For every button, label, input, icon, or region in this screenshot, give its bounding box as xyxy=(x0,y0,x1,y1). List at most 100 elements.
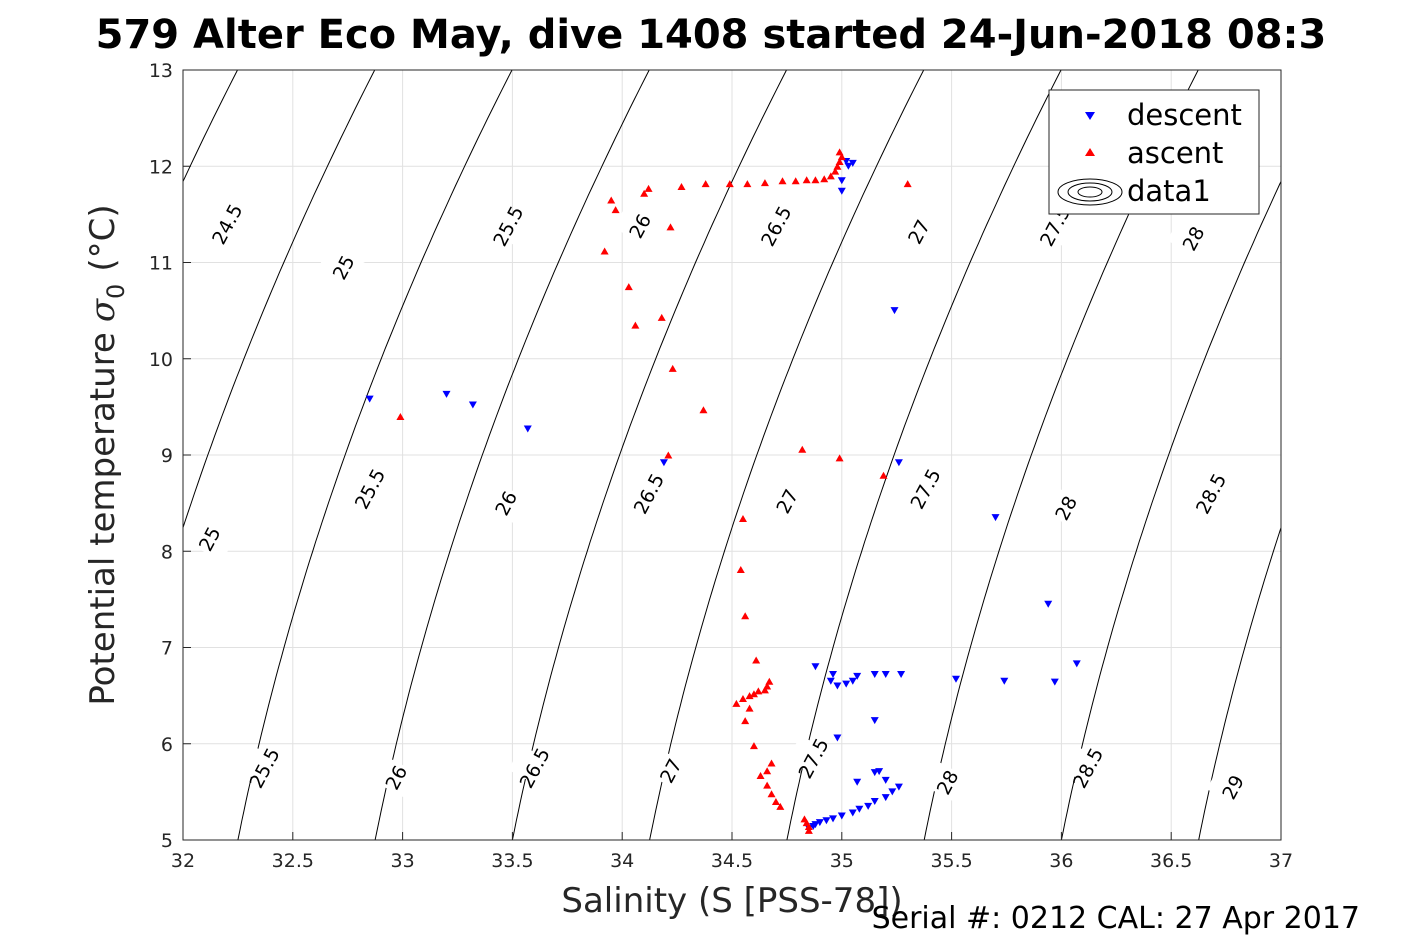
data-points xyxy=(365,148,1081,834)
ascent-point xyxy=(903,180,912,188)
descent-point xyxy=(833,682,842,690)
ascent-point xyxy=(763,767,772,775)
contour-label-background xyxy=(1039,485,1092,531)
descent-point xyxy=(870,670,879,678)
density-contour-line xyxy=(511,70,787,840)
descent-point xyxy=(888,788,897,796)
descent-point xyxy=(951,675,960,683)
ascent-point xyxy=(763,781,772,789)
x-axis-ticks: 32 32.5 33 33.5 34 34.5 35 35.5 36 36.5 37 xyxy=(171,832,1293,872)
descent-point xyxy=(811,663,820,671)
contour-label-background xyxy=(1184,470,1237,517)
ascent-point xyxy=(791,177,800,185)
ascent-point xyxy=(804,823,813,831)
y-axis-ticks: 5 6 7 8 9 10 11 12 13 xyxy=(149,60,191,852)
y-axis-label-main: Potential temperature xyxy=(83,332,123,705)
ascent-point xyxy=(767,759,776,767)
legend-box xyxy=(1048,89,1260,215)
ascent-point xyxy=(831,167,840,175)
ascent-point xyxy=(640,189,649,197)
x-tick-label: 34 xyxy=(610,850,634,872)
ascent-point xyxy=(835,454,844,462)
contour-label-background xyxy=(317,244,370,291)
footer-serial: Serial #: 0212 CAL: 27 Apr 2017 xyxy=(872,901,1360,936)
ascent-point xyxy=(835,148,844,156)
ascent-point xyxy=(767,790,776,798)
x-tick-label: 36.5 xyxy=(1150,850,1192,872)
descent-point xyxy=(855,805,864,813)
x-tick-label: 35.5 xyxy=(930,850,972,872)
ascent-point xyxy=(668,364,677,372)
y-tick-label: 8 xyxy=(161,541,173,563)
descent-point xyxy=(890,307,899,315)
ascent-point xyxy=(820,175,829,183)
descent-point xyxy=(826,677,835,685)
x-tick-label: 36 xyxy=(1049,850,1073,872)
x-tick-label: 34.5 xyxy=(711,850,753,872)
ascent-point xyxy=(804,826,813,834)
y-tick-label: 6 xyxy=(161,734,173,756)
descent-point xyxy=(848,159,857,167)
y-tick-label: 5 xyxy=(161,830,173,852)
legend-ascent-label: ascent xyxy=(1127,136,1223,170)
ascent-point xyxy=(600,247,609,255)
contour-label-background xyxy=(613,203,666,249)
descent-point xyxy=(659,459,668,467)
contour-label-background xyxy=(183,516,236,562)
descent-point xyxy=(837,812,846,820)
descent-point xyxy=(837,187,846,195)
ascent-point xyxy=(741,612,750,620)
contour-label-background xyxy=(343,465,396,512)
contour-label-background xyxy=(921,759,974,805)
descent-point xyxy=(815,819,824,827)
ascent-point xyxy=(833,162,842,170)
descent-point xyxy=(864,802,873,810)
descent-point xyxy=(894,459,903,467)
ascent-point xyxy=(725,180,734,188)
chart-title: 579 Alter Eco May, dive 1408 started 24-… xyxy=(96,12,1327,58)
legend-descent-marker xyxy=(1085,112,1095,120)
ascent-point xyxy=(607,196,616,204)
contour-label-background xyxy=(787,735,840,781)
contour-label-background xyxy=(760,478,813,524)
ascent-point xyxy=(631,321,640,329)
ascent-point xyxy=(811,176,820,184)
legend-descent-label: descent xyxy=(1127,98,1242,132)
descent-point xyxy=(809,823,818,831)
legend-ascent-marker xyxy=(1085,148,1095,156)
descent-point xyxy=(853,778,862,786)
descent-point xyxy=(870,769,879,777)
y-axis-label: Potential temperature σ0 (°C) xyxy=(83,204,130,705)
contour-label-background xyxy=(644,748,697,794)
ascent-point xyxy=(396,413,405,420)
y-tick-label: 12 xyxy=(149,156,173,178)
y-tick-label: 9 xyxy=(161,445,173,467)
y-tick-label: 11 xyxy=(149,253,173,275)
descent-point xyxy=(1000,677,1009,685)
descent-point xyxy=(1072,660,1081,668)
contour-label-background xyxy=(622,470,675,517)
density-contour-line xyxy=(183,70,376,530)
descent-point xyxy=(991,514,1000,522)
ascent-point xyxy=(837,153,846,161)
y-tick-label: 10 xyxy=(149,349,173,371)
descent-point xyxy=(822,817,831,825)
ascent-point xyxy=(732,699,741,707)
ascent-point xyxy=(798,445,807,453)
density-contour-line xyxy=(1060,180,1281,840)
density-contour-line xyxy=(1198,526,1281,840)
contour-label-background xyxy=(200,201,253,247)
ascent-point xyxy=(741,717,750,725)
descent-point xyxy=(853,672,862,680)
descent-point xyxy=(442,390,451,398)
contour-label-background xyxy=(1028,203,1081,249)
contour-label-background xyxy=(238,745,291,791)
ascent-point xyxy=(745,704,754,712)
contour-label-background xyxy=(1167,215,1220,262)
y-tick-label: 13 xyxy=(149,60,173,82)
ascent-point xyxy=(760,179,769,187)
contour-label-background xyxy=(479,480,532,526)
ascent-point xyxy=(776,802,785,810)
descent-point xyxy=(1050,678,1059,686)
descent-point xyxy=(870,717,879,725)
